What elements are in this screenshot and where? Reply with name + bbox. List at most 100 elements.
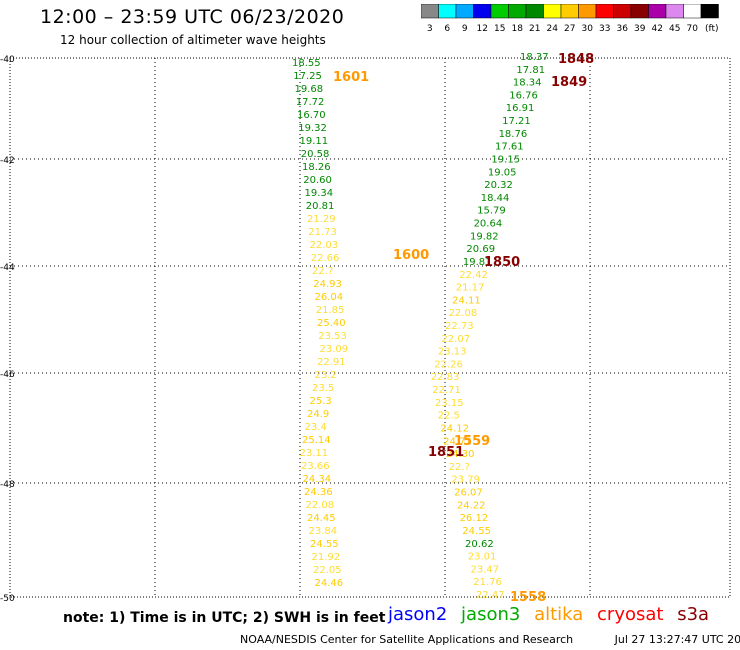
- footnote: note: 1) Time is in UTC; 2) SWH is in fe…: [63, 610, 386, 626]
- wave-height-value: 18.76: [499, 129, 528, 140]
- wave-height-value: 24.11: [452, 295, 481, 306]
- wave-height-value: 26.07: [454, 488, 483, 499]
- wave-height-value: 18.44: [481, 193, 510, 204]
- colorbar-tick: 36: [617, 24, 629, 34]
- wave-height-value: 17.61: [495, 142, 524, 153]
- wave-height-value: 23.84: [309, 526, 338, 537]
- wave-height-value: 22.?: [312, 266, 333, 277]
- map-subtitle: 12 hour collection of altimeter wave hei…: [60, 33, 326, 47]
- wave-height-value: 22.26: [434, 359, 463, 370]
- wave-height-value: 24.12: [440, 423, 469, 434]
- wave-height-value: 17.25: [293, 71, 322, 82]
- wave-height-value: 22.07: [441, 334, 470, 345]
- colorbar-tick: 24: [547, 24, 559, 34]
- colorbar-tick: 9: [462, 24, 468, 34]
- wave-height-value: 15.79: [477, 206, 506, 217]
- orbit-label-1558: 1558: [510, 590, 546, 605]
- colorbar-tick: 39: [634, 24, 646, 34]
- wave-height-value: 20.62: [465, 539, 494, 550]
- wave-height-value: 23.79: [451, 475, 480, 486]
- wave-height-value: 22.47: [476, 590, 505, 601]
- wave-height-value: 20.64: [474, 219, 503, 230]
- wave-height-value: 24.45: [307, 513, 336, 524]
- wave-height-value: 24.55: [310, 539, 339, 550]
- wave-height-value: 22.83: [431, 372, 460, 383]
- orbit-label-1851: 1851: [428, 445, 464, 460]
- wave-height-value: 23.15: [435, 398, 464, 409]
- colorbar-tick: 30: [582, 24, 594, 34]
- colorbar-tick: 42: [652, 24, 663, 34]
- wave-height-value: 23.09: [320, 344, 349, 355]
- wave-height-value: 22.08: [306, 500, 335, 511]
- wave-height-value: 24.22: [457, 500, 486, 511]
- wave-height-value: 18.34: [513, 78, 542, 89]
- legend-jason3: jason3: [461, 604, 521, 625]
- wave-height-value: 22.91: [317, 357, 346, 368]
- wave-height-value: 23.5: [312, 383, 334, 394]
- wave-height-map: -40-42-44-46-48-50-150-147-144-141-138-1…: [0, 52, 731, 605]
- wave-height-value: 24.9: [307, 409, 329, 420]
- credit-text: NOAA/NESDIS Center for Satellite Applica…: [240, 633, 574, 646]
- colorbar-tick: 12: [477, 24, 488, 34]
- orbit-label-1601: 1601: [333, 70, 369, 85]
- wave-height-value: 22.08: [449, 308, 478, 319]
- legend-s3a: s3a: [677, 604, 710, 625]
- wave-height-value: 24.55: [462, 526, 491, 537]
- colorbar-tick: 33: [599, 24, 610, 34]
- wave-height-value: 22.?: [449, 462, 470, 473]
- wave-height-value: 21.73: [308, 227, 337, 238]
- wave-height-value: 16.70: [297, 110, 326, 121]
- wave-height-value: 16.91: [506, 103, 535, 114]
- legend-jason2: jason2: [388, 604, 448, 625]
- legend-cryosat: cryosat: [597, 604, 664, 625]
- wave-height-value: 26.04: [315, 292, 344, 303]
- colorbar-tick: 70: [687, 24, 699, 34]
- wave-height-value: 21.17: [456, 283, 485, 294]
- wave-height-value: 25.3: [310, 396, 332, 407]
- wave-height-value: 22.66: [311, 253, 340, 264]
- latitude-label: -44: [0, 263, 15, 273]
- colorbar-tick: 15: [494, 24, 505, 34]
- wave-height-value: 23.13: [438, 347, 467, 358]
- colorbar-tick: (ft): [705, 24, 719, 34]
- map-title: 12:00 – 23:59 UTC 06/23/2020: [40, 6, 345, 28]
- wave-height-value: 18.26: [302, 162, 331, 173]
- wave-height-value: 20.69: [466, 244, 495, 255]
- wave-height-value: 17.72: [296, 97, 325, 108]
- wave-height-value: 23.2: [315, 370, 337, 381]
- wave-height-value: 17.21: [502, 116, 531, 127]
- orbit-label-1849: 1849: [551, 75, 587, 90]
- wave-height-value: 22.05: [313, 565, 342, 576]
- wave-height-value: 24.72: [443, 436, 472, 447]
- colorbar-tick: 21: [529, 24, 540, 34]
- wave-height-value: 22.42: [459, 270, 488, 281]
- wave-height-value: 21.85: [316, 305, 345, 316]
- wave-height-value: 24.46: [315, 578, 344, 589]
- wave-height-value: 18.55: [292, 58, 321, 69]
- credit-line: NOAA/NESDIS Center for Satellite Applica…: [240, 633, 740, 646]
- wave-height-value: 19.82: [470, 231, 499, 242]
- orbit-label-1559: 1559: [454, 434, 490, 449]
- wave-height-value: 25.40: [317, 318, 346, 329]
- wave-height-value: 19.81: [463, 257, 492, 268]
- wave-height-value: 21.76: [473, 577, 502, 588]
- wave-height-value: 20.81: [306, 201, 335, 212]
- colorbar-tick: 18: [512, 24, 524, 34]
- wave-height-value: 26.12: [460, 513, 489, 524]
- wave-height-value: 20.32: [484, 180, 513, 191]
- wave-height-value: 19.05: [488, 167, 517, 178]
- wave-height-value: 19.15: [491, 154, 520, 165]
- wave-height-value: 19.11: [300, 136, 329, 147]
- wave-height-value: 22.5: [438, 411, 460, 422]
- wave-height-value: 21.29: [307, 214, 336, 225]
- wave-height-value: 20.58: [301, 149, 330, 160]
- wave-height-value: 24.36: [304, 487, 333, 498]
- wave-height-value: 16.76: [509, 90, 538, 101]
- wave-height-value: 22.71: [432, 385, 461, 396]
- wave-height-value: 19.68: [295, 84, 324, 95]
- wave-height-value: 19.34: [305, 188, 334, 199]
- wave-height-value: 23.66: [301, 461, 330, 472]
- wave-height-value: 23.53: [318, 331, 347, 342]
- wave-height-value: 24.34: [303, 474, 332, 485]
- generated-timestamp: Jul 27 13:27:47 UTC 2020: [614, 633, 740, 646]
